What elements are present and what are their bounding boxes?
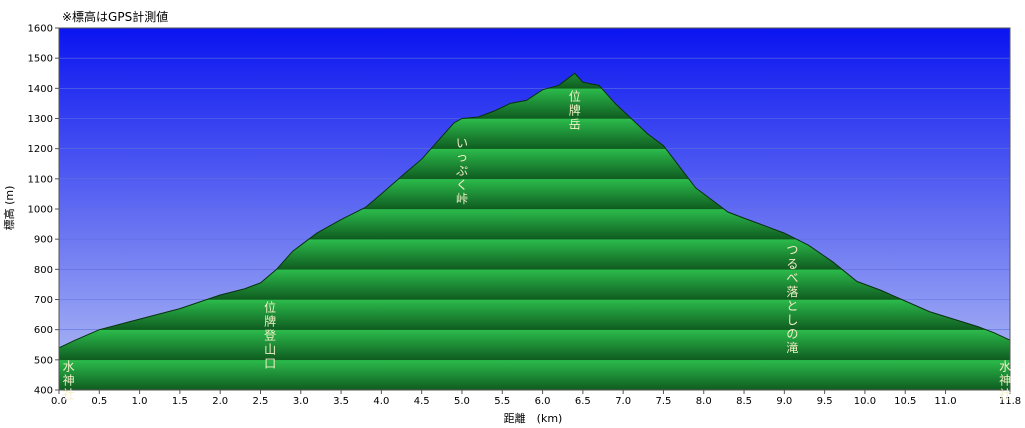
area-band [59,329,1010,360]
x-tick-label: 8.0 [696,396,712,407]
x-tick-label: 5.5 [494,396,510,407]
y-tick-label: 500 [34,355,53,366]
area-band [59,299,1010,330]
y-axis-title: 標高 (m) [2,186,16,231]
x-tick-label: 2.5 [253,396,269,407]
annotation-label: 水神社 [999,359,1011,401]
x-tick-label: 5.0 [454,396,470,407]
x-tick-label: 4.5 [414,396,430,407]
x-tick-label: 10.0 [854,396,876,407]
x-axis-title: 距離 (km) [504,411,563,425]
y-tick-label: 1600 [28,24,53,35]
y-tick-label: 400 [34,386,53,397]
y-tick-label: 1500 [28,54,53,65]
y-tick-label: 800 [34,265,53,276]
annotation-label: いっぷく峠 [456,136,468,206]
y-tick-label: 900 [34,235,53,246]
x-tick-label: 3.0 [293,396,309,407]
x-tick-label: 7.0 [615,396,631,407]
x-tick-label: 11.8 [999,396,1021,407]
x-tick-label: 11.0 [934,396,956,407]
y-tick-label: 1400 [28,84,53,95]
y-tick-label: 600 [34,325,53,336]
y-tick-label: 1300 [28,114,53,125]
annotation-label: 位牌登山口 [264,300,276,371]
x-tick-label: 6.0 [535,396,551,407]
annotation-label: つるべ落としの滝 [786,243,798,355]
y-axis-ticks: 1600 1500 1400 1300 1200 1100 1000 900 800 700 600… [28,24,59,397]
y-tick-label: 1200 [28,144,53,155]
x-tick-label: 9.5 [817,396,833,407]
x-tick-label: 2.0 [212,396,228,407]
annotation-label: 位牌岳 [569,88,581,131]
y-tick-label: 1100 [28,174,53,185]
area-band [59,359,1010,390]
x-tick-label: 9.0 [776,396,792,407]
x-tick-label: 1.0 [132,396,148,407]
x-tick-label: 3.5 [333,396,349,407]
x-tick-label: 1.5 [172,396,188,407]
x-tick-label: 7.5 [655,396,671,407]
x-tick-label: 0.0 [51,396,67,407]
y-tick-label: 1000 [28,205,53,216]
elevation-profile-line [58,72,1011,349]
annotation-label: 水神社 [63,359,75,401]
x-tick-label: 6.5 [575,396,591,407]
x-tick-label: 10.5 [894,396,916,407]
chart-title: ※標高はGPS計測値 [62,9,168,24]
x-axis-ticks: 0.0 0.5 1.0 1.5 2.0 2.5 3.0 3.5 4.0 4.5 5.0 5.5 6.0 6… [51,390,1021,407]
x-tick-label: 8.5 [736,396,752,407]
y-tick-label: 700 [34,295,53,306]
x-tick-label: 4.0 [373,396,389,407]
x-tick-label: 0.5 [91,396,107,407]
